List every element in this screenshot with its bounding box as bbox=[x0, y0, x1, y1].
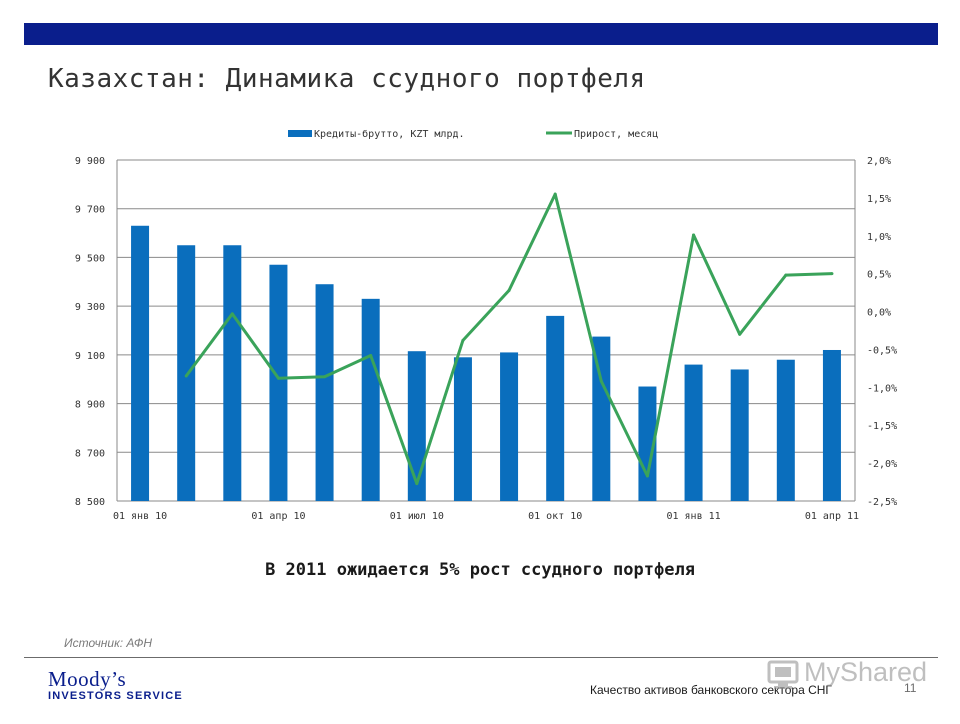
y-left-tick-label: 9 700 bbox=[75, 205, 105, 216]
legend-swatch-bars bbox=[288, 130, 312, 137]
growth-point bbox=[692, 233, 696, 237]
bar bbox=[131, 225, 150, 501]
bar bbox=[776, 359, 795, 501]
growth-point bbox=[461, 338, 465, 342]
chart-subtitle: В 2011 ожидается 5% рост ссудного портфе… bbox=[265, 560, 695, 580]
page-title: Казахстан: Динамика ссудного портфеля bbox=[48, 64, 646, 94]
x-tick-label: 01 окт 10 bbox=[528, 511, 582, 522]
y-right-tick-label: -2,0% bbox=[867, 459, 897, 470]
x-tick-label: 01 июл 10 bbox=[390, 511, 444, 522]
presentation-icon bbox=[767, 660, 799, 689]
top-banner-bar bbox=[24, 23, 938, 45]
x-tick-label: 01 янв 11 bbox=[666, 511, 720, 522]
growth-point bbox=[738, 332, 742, 336]
footer-divider bbox=[24, 657, 938, 658]
y-right-tick-label: -0,5% bbox=[867, 345, 897, 356]
growth-point bbox=[276, 376, 280, 380]
y-right-tick-label: 1,0% bbox=[867, 232, 891, 243]
bar bbox=[361, 298, 380, 501]
y-left-tick-label: 8 900 bbox=[75, 400, 105, 411]
bar bbox=[500, 352, 519, 501]
growth-point bbox=[184, 374, 188, 378]
bar bbox=[638, 386, 657, 501]
logo-line1: Moody’s bbox=[48, 667, 127, 691]
bar bbox=[453, 357, 472, 501]
y-right-tick-label: 0,5% bbox=[867, 270, 891, 281]
y-right-tick-label: 1,5% bbox=[867, 194, 891, 205]
y-left-tick-label: 8 500 bbox=[75, 497, 105, 508]
footer-caption: Качество активов банковского сектора СНГ bbox=[590, 683, 832, 697]
y-left-tick-label: 8 700 bbox=[75, 448, 105, 459]
legend-label-line: Прирост, месяц bbox=[574, 129, 658, 140]
bar bbox=[822, 349, 841, 501]
y-left-tick-label: 9 100 bbox=[75, 351, 105, 362]
growth-point bbox=[415, 482, 419, 486]
growth-point bbox=[323, 375, 327, 379]
x-tick-label: 01 янв 10 bbox=[113, 511, 167, 522]
bar bbox=[592, 336, 611, 501]
bar bbox=[269, 264, 288, 501]
logo-line2: INVESTORS SERVICE bbox=[48, 690, 183, 702]
y-right-tick-label: 0,0% bbox=[867, 308, 891, 319]
y-left-tick-label: 9 900 bbox=[75, 156, 105, 167]
bar bbox=[177, 245, 196, 501]
bar bbox=[223, 245, 242, 501]
y-right-tick-label: -1,0% bbox=[867, 383, 897, 394]
growth-point bbox=[784, 273, 788, 277]
y-right-tick-label: -2,5% bbox=[867, 497, 897, 508]
growth-point bbox=[507, 288, 511, 292]
y-right-tick-label: -1,5% bbox=[867, 421, 897, 432]
growth-point bbox=[599, 379, 603, 383]
y-left-tick-label: 9 300 bbox=[75, 302, 105, 313]
moodys-logo: Moody’s INVESTORS SERVICE bbox=[48, 668, 183, 703]
watermark-text: MyShared bbox=[804, 657, 928, 687]
growth-point bbox=[553, 192, 557, 196]
y-left-tick-label: 9 500 bbox=[75, 253, 105, 264]
growth-point bbox=[645, 474, 649, 478]
bar bbox=[315, 284, 334, 501]
y-right-tick-label: 2,0% bbox=[867, 156, 891, 167]
growth-point bbox=[369, 354, 373, 358]
growth-point bbox=[230, 312, 234, 316]
x-tick-label: 01 апр 10 bbox=[251, 511, 305, 522]
legend-label-bars: Кредиты-брутто, KZT млрд. bbox=[314, 128, 465, 140]
bar bbox=[407, 351, 426, 501]
bar bbox=[730, 369, 749, 501]
bar bbox=[546, 315, 565, 501]
bar bbox=[684, 364, 703, 501]
source-note: Источник: АФН bbox=[64, 636, 153, 650]
watermark: MyShared bbox=[766, 656, 928, 696]
x-tick-label: 01 апр 11 bbox=[805, 511, 859, 522]
growth-point bbox=[830, 272, 834, 276]
page-number: 11 bbox=[904, 681, 917, 695]
